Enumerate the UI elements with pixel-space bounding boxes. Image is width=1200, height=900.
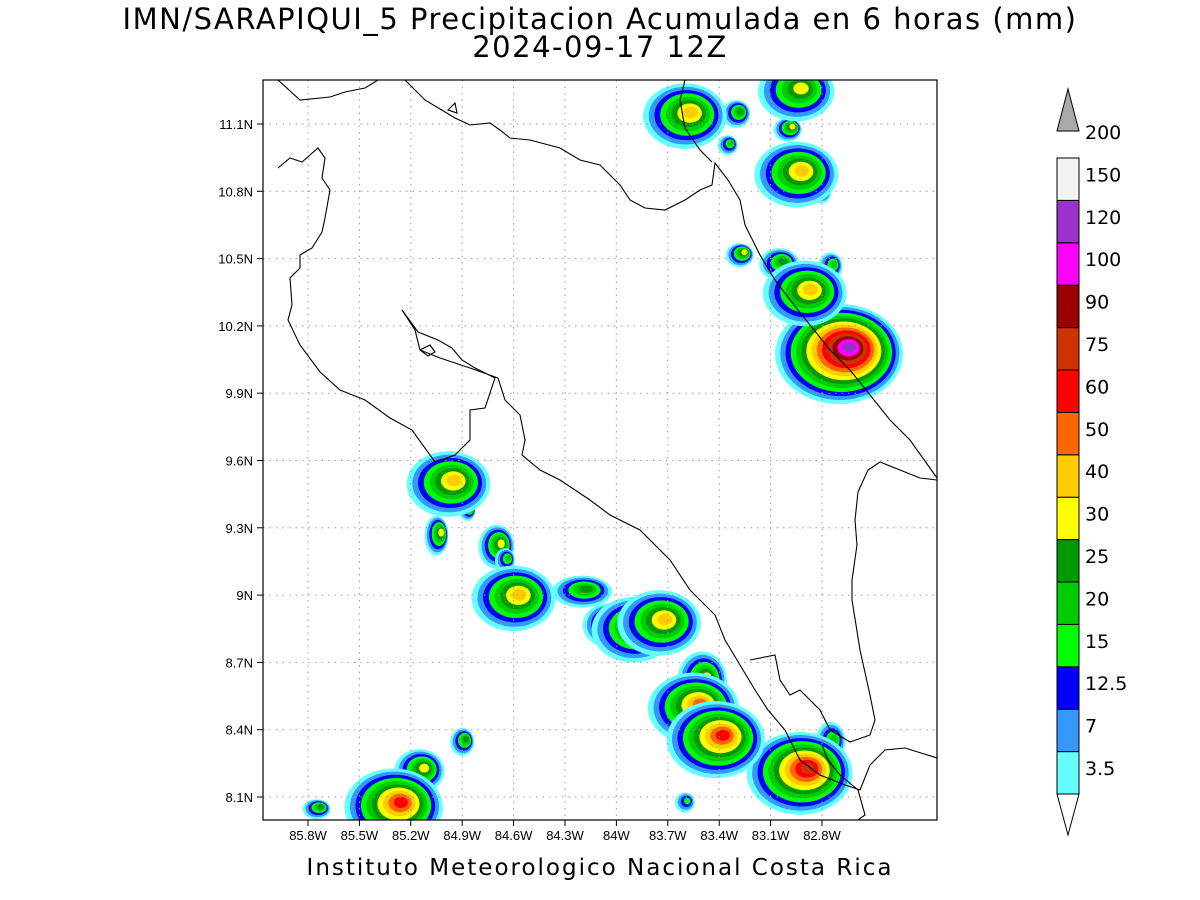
rain-patch xyxy=(674,792,695,813)
colorbar-legend: 3.5 7 12.5 15 20 25 30 40 50 60 75 90 100 120 150 200 xyxy=(1056,87,1127,837)
lon-tick-label: 85.5W xyxy=(341,828,379,843)
colorbar-segment xyxy=(1056,411,1080,456)
lat-tick-label: 9N xyxy=(236,588,253,603)
rain-patch xyxy=(725,243,754,268)
lon-tick-label: 85.8W xyxy=(289,828,327,843)
credit-text: Instituto Meteorologico Nacional Costa R… xyxy=(306,855,894,881)
rain-patch xyxy=(552,575,613,608)
lat-tick-label: 8.4N xyxy=(226,723,253,738)
rain-cell xyxy=(754,141,839,208)
colorbar-segment xyxy=(1056,708,1080,753)
latitude-axis: 11.1N 10.8N 10.5N 10.2N 9.9N 9.6N 9.3N 9N 8.7N 8.… xyxy=(218,117,263,805)
colorbar-segment xyxy=(1056,199,1080,244)
lat-tick-label: 8.1N xyxy=(226,790,253,805)
lat-tick-label: 11.1N xyxy=(219,117,253,132)
rain-cell xyxy=(617,590,702,656)
lat-tick-label: 10.5N xyxy=(218,252,253,267)
rain-cell xyxy=(758,80,835,122)
colorbar-label: 20 xyxy=(1085,588,1109,610)
rain-patch xyxy=(494,548,515,573)
lat-tick-label: 10.8N xyxy=(218,184,253,199)
lon-tick-label: 84W xyxy=(603,828,630,843)
rain-patch xyxy=(773,117,802,142)
colorbar-upper-arrow xyxy=(1056,87,1080,132)
colorbar-lower-arrow xyxy=(1056,793,1080,837)
colorbar-label: 3.5 xyxy=(1085,758,1115,780)
lon-tick-label: 83.7W xyxy=(649,828,687,843)
rain-cell xyxy=(666,701,765,779)
rain-patch xyxy=(722,99,751,128)
coastline xyxy=(277,80,937,820)
rain-patch xyxy=(424,515,449,556)
rain-cell xyxy=(762,260,847,327)
lat-tick-label: 9.9N xyxy=(226,386,253,401)
colorbar-label: 15 xyxy=(1085,631,1109,653)
chart-subtitle-date: 2024-09-17 12Z xyxy=(472,30,728,64)
rain-patch xyxy=(450,727,475,756)
lon-tick-label: 82.8W xyxy=(803,828,841,843)
colorbar-label: 60 xyxy=(1085,376,1109,398)
chart-title: IMN/SARAPIQUI_5 Precipitacion Acumulada … xyxy=(122,2,1078,36)
colorbar-label: 25 xyxy=(1085,546,1109,568)
colorbar-segment xyxy=(1056,623,1080,668)
colorbar-label: 120 xyxy=(1085,207,1121,229)
longitude-axis: 85.8W 85.5W 85.2W 84.9W 84.6W 84.3W 84W 83.7W 83… xyxy=(289,820,842,843)
lat-tick-label: 8.7N xyxy=(226,655,253,670)
colorbar-segment xyxy=(1056,581,1080,625)
lat-tick-label: 10.2N xyxy=(218,319,253,334)
colorbar-segment xyxy=(1056,454,1080,498)
colorbar-segment xyxy=(1056,242,1080,286)
lon-tick-label: 83.4W xyxy=(700,828,738,843)
rain-cell xyxy=(643,83,727,149)
rain-patch xyxy=(302,799,331,820)
colorbar-label: 7 xyxy=(1085,716,1097,738)
rain-layer xyxy=(302,80,903,820)
map-frame xyxy=(262,79,938,821)
rain-cell xyxy=(406,451,491,517)
colorbar-segment xyxy=(1056,284,1080,329)
lat-tick-label: 9.6N xyxy=(226,454,253,469)
rain-patch xyxy=(717,135,738,156)
colorbar-label: 30 xyxy=(1085,504,1109,526)
colorbar-segment xyxy=(1056,496,1080,541)
colorbar-segment xyxy=(1056,369,1080,413)
colorbar-segment xyxy=(1056,157,1080,201)
lat-tick-label: 9.3N xyxy=(226,521,253,536)
rain-cell xyxy=(471,565,556,632)
colorbar-segment xyxy=(1056,539,1080,583)
colorbar-label: 200 xyxy=(1085,122,1121,144)
colorbar-label: 50 xyxy=(1085,419,1109,441)
colorbar-segment xyxy=(1056,751,1080,795)
colorbar-label: 100 xyxy=(1085,249,1121,271)
rain-cell xyxy=(344,768,443,820)
colorbar-segment xyxy=(1056,666,1080,710)
grid-lines xyxy=(263,80,937,820)
colorbar-label: 40 xyxy=(1085,461,1109,483)
colorbar-segment xyxy=(1056,327,1080,371)
lon-tick-label: 84.9W xyxy=(443,828,481,843)
colorbar-label: 75 xyxy=(1085,334,1109,356)
lon-tick-label: 85.2W xyxy=(392,828,430,843)
lon-tick-label: 84.6W xyxy=(495,828,533,843)
colorbar-label: 90 xyxy=(1085,292,1109,314)
lon-tick-label: 84.3W xyxy=(546,828,584,843)
colorbar-label: 150 xyxy=(1085,164,1121,186)
lon-tick-label: 83.1W xyxy=(752,828,790,843)
colorbar-label: 12.5 xyxy=(1085,673,1127,695)
